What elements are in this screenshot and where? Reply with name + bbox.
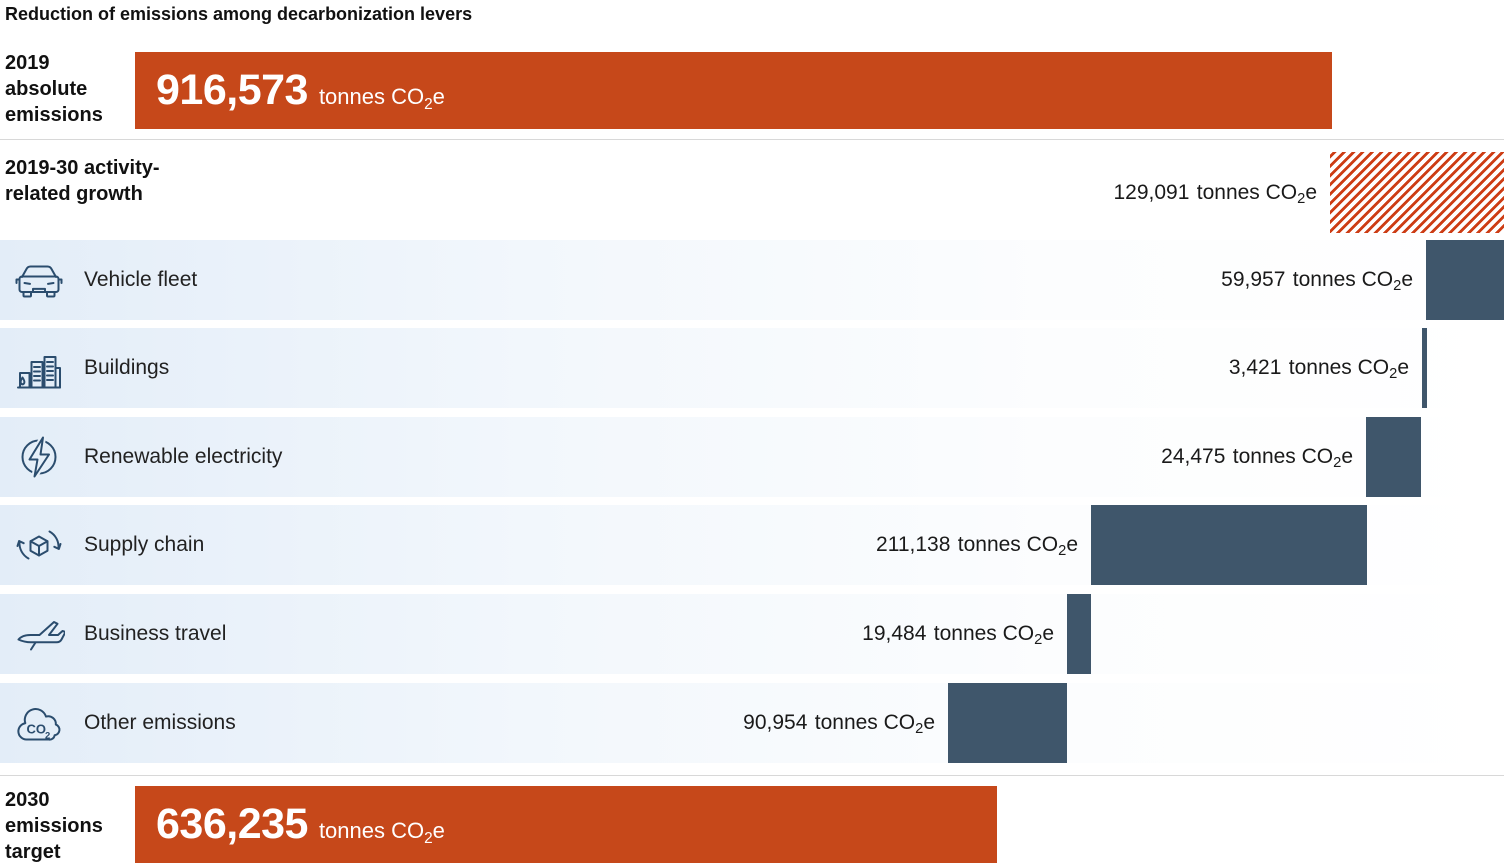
lever-value-label: 19,484 tonnes CO2e [862, 594, 1054, 676]
growth-unit: tonnes CO2e [1196, 181, 1317, 208]
lever-unit: tonnes CO2e [933, 622, 1054, 649]
lever-value: 3,421 [1228, 356, 1282, 379]
svg-text:CO: CO [27, 722, 47, 737]
lever-unit: tonnes CO2e [1288, 356, 1409, 383]
growth-bar-hatched [1330, 152, 1504, 233]
lever-bar [1067, 594, 1091, 674]
start-bar-unit: tonnes CO2e [318, 84, 445, 113]
unit-subscript: 2 [915, 721, 924, 738]
lever-unit: tonnes CO2e [957, 533, 1078, 560]
unit-suffix: e [1066, 533, 1078, 556]
growth-value: 129,091 [1113, 181, 1190, 204]
lever-bar [1422, 328, 1427, 408]
unit-subscript: 2 [1393, 278, 1402, 295]
lever-value: 59,957 [1221, 268, 1286, 291]
unit-prefix: tonnes CO [1288, 356, 1390, 379]
supply-chain-icon [13, 519, 65, 571]
lightning-icon [13, 431, 65, 483]
separator-line [0, 139, 1504, 140]
unit-suffix: e [1397, 356, 1409, 379]
lever-value-label: 90,954 tonnes CO2e [743, 683, 935, 765]
lever-value-label: 3,421 tonnes CO2e [1229, 328, 1409, 410]
co2-cloud-icon: CO 2 [13, 697, 65, 749]
car-icon [13, 254, 65, 306]
end-bar-value: 636,235 [156, 800, 308, 848]
lever-row-other-emissions: CO 2 Other emissions 90,954 tonnes CO2e [0, 683, 1504, 763]
unit-subscript: 2 [424, 95, 433, 113]
unit-suffix: e [1042, 622, 1054, 645]
lever-bar [1426, 240, 1504, 320]
lever-label: Buildings [84, 356, 170, 379]
unit-prefix: tonnes CO [318, 818, 425, 843]
separator-line [0, 775, 1504, 776]
unit-subscript: 2 [1333, 455, 1342, 472]
unit-subscript: 2 [1297, 191, 1306, 208]
unit-prefix: tonnes CO [814, 711, 916, 734]
lever-label: Other emissions [84, 711, 236, 734]
unit-subscript: 2 [1389, 366, 1398, 383]
lever-row-business-travel: Business travel 19,484 tonnes CO2e [0, 594, 1504, 674]
growth-row-label: 2019-30 activity-related growth [5, 157, 160, 205]
unit-suffix: e [923, 711, 935, 734]
end-bar: 636,235 tonnes CO2e [135, 786, 997, 863]
start-row-label: 2019 absolute emissions [5, 52, 103, 126]
unit-subscript: 2 [1058, 543, 1067, 560]
lever-row-buildings: Buildings 3,421 tonnes CO2e [0, 328, 1504, 408]
end-row-label: 2030 emissions target [5, 789, 103, 863]
lever-value-label: 24,475 tonnes CO2e [1161, 417, 1353, 499]
unit-suffix: e [432, 818, 445, 843]
lever-unit: tonnes CO2e [814, 711, 935, 738]
end-bar-unit: tonnes CO2e [318, 818, 445, 847]
unit-prefix: tonnes CO [1232, 445, 1334, 468]
plane-icon [13, 608, 65, 660]
unit-subscript: 2 [1034, 632, 1043, 649]
unit-prefix: tonnes CO [1196, 181, 1298, 204]
start-bar-value: 916,573 [156, 66, 308, 114]
unit-suffix: e [1305, 181, 1317, 204]
lever-value: 211,138 [876, 533, 951, 556]
lever-label: Supply chain [84, 533, 205, 556]
chart-title: Reduction of emissions among decarboniza… [5, 4, 473, 24]
unit-prefix: tonnes CO [318, 84, 425, 109]
lever-row-vehicle-fleet: Vehicle fleet 59,957 tonnes CO2e [0, 240, 1504, 320]
unit-subscript: 2 [424, 829, 433, 847]
unit-suffix: e [1401, 268, 1413, 291]
unit-prefix: tonnes CO [957, 533, 1059, 556]
lever-value: 19,484 [862, 622, 927, 645]
lever-label: Renewable electricity [84, 445, 283, 468]
lever-row-renewable-electricity: Renewable electricity 24,475 tonnes CO2e [0, 417, 1504, 497]
unit-suffix: e [1341, 445, 1353, 468]
lever-value: 90,954 [743, 711, 808, 734]
buildings-icon [13, 342, 65, 394]
lever-value-label: 59,957 tonnes CO2e [1221, 240, 1413, 322]
lever-value: 24,475 [1161, 445, 1226, 468]
lever-unit: tonnes CO2e [1232, 445, 1353, 472]
lever-bar [1366, 417, 1421, 497]
lever-label: Business travel [84, 622, 227, 645]
lever-bar [1091, 505, 1367, 585]
lever-bar [948, 683, 1067, 763]
unit-suffix: e [432, 84, 445, 109]
lever-unit: tonnes CO2e [1292, 268, 1413, 295]
lever-row-supply-chain: Supply chain 211,138 tonnes CO2e [0, 505, 1504, 585]
lever-label: Vehicle fleet [84, 268, 198, 291]
start-bar: 916,573 tonnes CO2e [135, 52, 1332, 129]
growth-value-label: 129,091 tonnes CO2e [1113, 152, 1317, 233]
unit-prefix: tonnes CO [933, 622, 1035, 645]
unit-prefix: tonnes CO [1292, 268, 1394, 291]
lever-value-label: 211,138 tonnes CO2e [876, 505, 1078, 587]
svg-text:2: 2 [45, 731, 50, 742]
